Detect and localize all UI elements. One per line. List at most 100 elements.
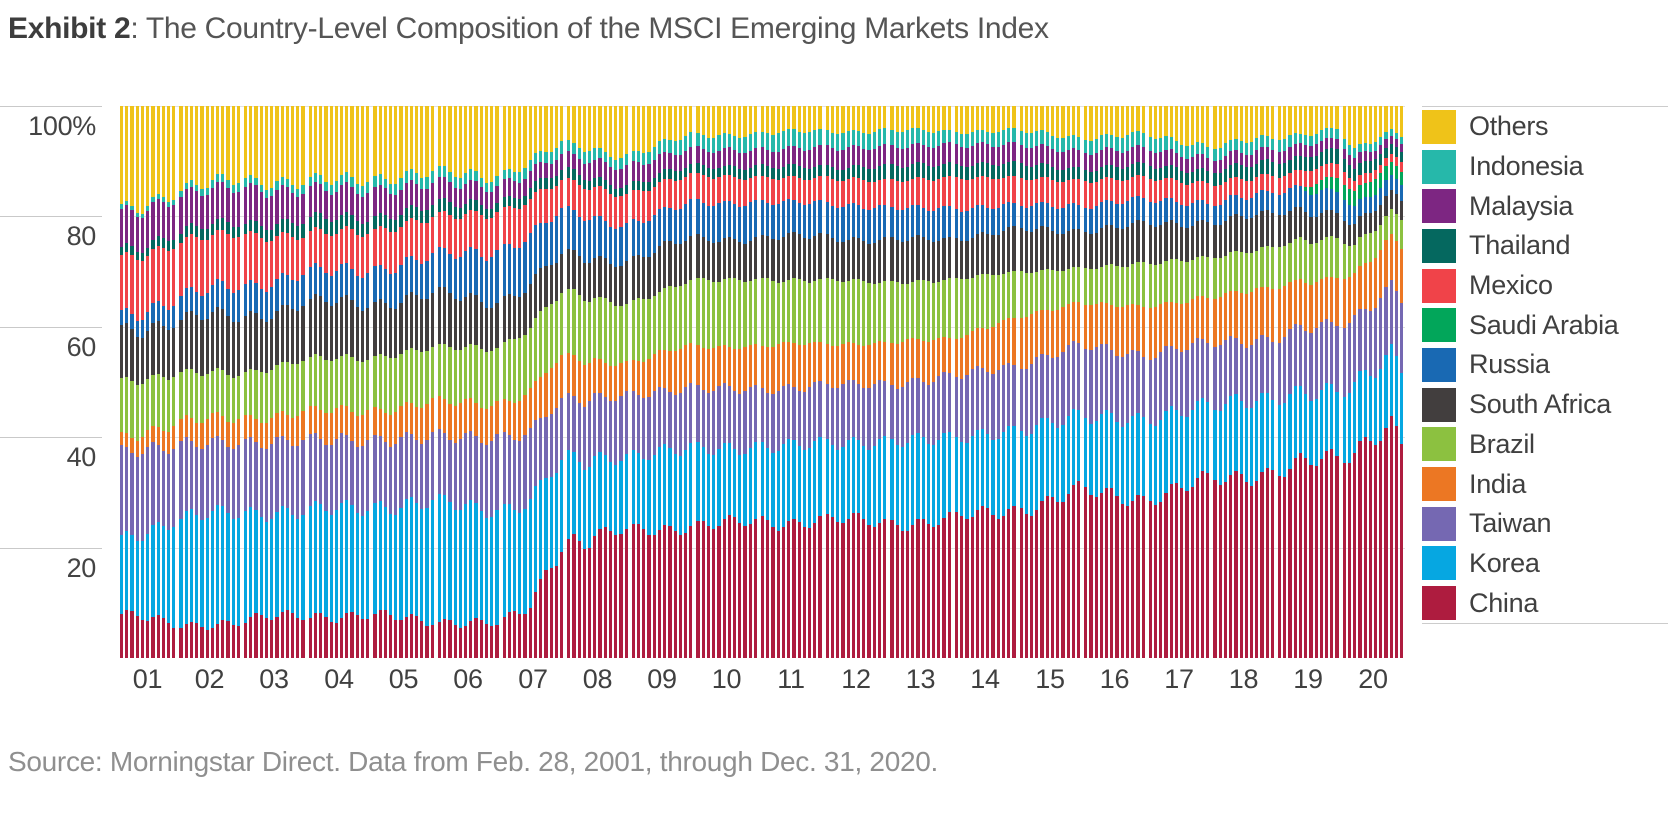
month-bar — [523, 106, 527, 658]
segment-china — [942, 517, 946, 658]
segment-malaysia — [991, 147, 995, 166]
segment-south-africa — [663, 241, 667, 288]
segment-indonesia — [818, 128, 822, 145]
segment-thailand — [905, 166, 910, 181]
segment-korea — [1309, 400, 1313, 466]
segment-taiwan — [539, 418, 543, 480]
segment-india — [1148, 308, 1152, 361]
segment-russia — [533, 224, 538, 274]
segment-mexico — [1164, 178, 1168, 198]
segment-south-africa — [1024, 231, 1028, 273]
segment-korea — [189, 509, 194, 622]
segment-taiwan — [161, 451, 165, 526]
segment-brazil — [195, 372, 199, 423]
x-tick-label: 01 — [132, 664, 163, 694]
segment-korea — [1234, 394, 1238, 471]
segment-mexico — [712, 178, 716, 207]
segment-russia — [249, 279, 253, 312]
segment-malaysia — [851, 144, 855, 166]
segment-thailand — [236, 227, 241, 238]
segment-indonesia — [464, 172, 468, 185]
segment-brazil — [1394, 213, 1399, 242]
segment-indonesia — [846, 130, 850, 147]
segment-thailand — [818, 164, 822, 177]
month-bar — [1120, 106, 1124, 658]
segment-korea — [502, 503, 506, 618]
segment-india — [1190, 299, 1194, 344]
segment-korea — [926, 443, 931, 524]
segment-thailand — [479, 204, 483, 216]
segment-thailand — [1260, 159, 1264, 175]
segment-china — [996, 518, 1000, 658]
segment-brazil — [942, 279, 946, 337]
segment-korea — [1001, 432, 1006, 516]
segment-brazil — [717, 281, 721, 346]
segment-south-africa — [825, 233, 829, 278]
segment-korea — [319, 503, 323, 613]
segment-taiwan — [469, 430, 473, 500]
segment-india — [221, 416, 225, 441]
segment-malaysia — [1200, 154, 1205, 169]
segment-brazil — [1125, 266, 1130, 306]
segment-russia — [355, 276, 359, 308]
segment-india — [614, 366, 618, 401]
segment-others — [469, 106, 473, 170]
segment-thailand — [567, 167, 571, 178]
segment-russia — [236, 290, 241, 322]
segment-south-africa — [539, 267, 543, 312]
segment-south-africa — [1389, 189, 1393, 210]
segment-russia — [947, 206, 951, 237]
segment-malaysia — [1335, 138, 1339, 150]
segment-china — [195, 623, 199, 658]
segment-brazil — [1105, 264, 1109, 303]
segment-thailand — [345, 211, 349, 227]
segment-china — [479, 619, 483, 658]
segment-india — [1223, 293, 1228, 340]
segment-malaysia — [905, 147, 910, 167]
segment-taiwan — [1007, 362, 1011, 426]
segment-korea — [308, 505, 312, 618]
segment-korea — [1229, 395, 1233, 475]
segment-thailand — [130, 246, 134, 255]
segment-china — [1229, 474, 1233, 658]
segment-thailand — [911, 164, 915, 179]
segment-thailand — [614, 188, 618, 197]
segment-china — [986, 508, 990, 658]
segment-taiwan — [1061, 351, 1065, 426]
segment-india — [1229, 290, 1233, 336]
segment-malaysia — [830, 148, 835, 168]
segment-korea — [1164, 410, 1168, 493]
segment-malaysia — [1265, 146, 1269, 160]
segment-mexico — [474, 210, 478, 250]
segment-malaysia — [1164, 149, 1168, 166]
segment-malaysia — [1007, 141, 1011, 162]
segment-taiwan — [373, 434, 377, 504]
segment-india — [1213, 298, 1217, 348]
segment-brazil — [818, 279, 822, 343]
segment-korea — [1035, 425, 1039, 510]
segment-indonesia — [350, 176, 354, 187]
segment-korea — [1105, 409, 1109, 488]
segment-india — [388, 415, 393, 447]
segment-malaysia — [1314, 144, 1318, 156]
segment-thailand — [484, 209, 489, 220]
segment-mexico — [409, 218, 414, 256]
segment-saudi-arabia — [1335, 178, 1339, 192]
segment-taiwan — [388, 446, 393, 514]
segment-korea — [518, 513, 522, 614]
segment-malaysia — [598, 158, 602, 178]
segment-korea — [1325, 382, 1329, 452]
month-bar — [781, 106, 786, 658]
segment-taiwan — [443, 432, 447, 495]
segment-indonesia — [1347, 144, 1352, 155]
segment-russia — [205, 292, 209, 319]
segment-indonesia — [683, 136, 688, 152]
segment-india — [448, 403, 452, 440]
segment-china — [1200, 471, 1205, 658]
segment-china — [1115, 496, 1119, 658]
segment-taiwan — [1319, 321, 1323, 390]
segment-mexico — [846, 178, 850, 205]
segment-others — [437, 106, 442, 166]
segment-china — [1335, 455, 1339, 658]
month-bar — [830, 106, 835, 658]
